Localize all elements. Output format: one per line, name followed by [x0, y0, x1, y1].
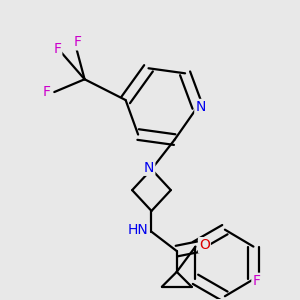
Text: HN: HN [128, 223, 148, 237]
Text: N: N [195, 100, 206, 114]
Text: O: O [199, 238, 210, 252]
Text: F: F [43, 85, 51, 99]
Text: F: F [73, 35, 81, 50]
Text: N: N [144, 161, 154, 175]
Text: F: F [53, 42, 61, 56]
Text: F: F [252, 274, 260, 288]
